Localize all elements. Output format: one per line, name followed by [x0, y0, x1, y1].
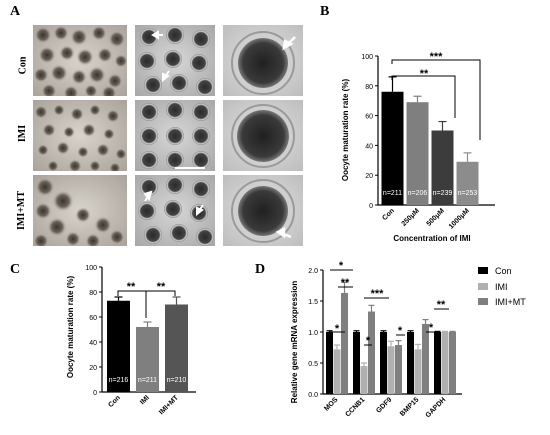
chart-b-yaxis: 0 20 40 60 80 100: [361, 54, 379, 210]
chart-c-ytick-label: 0: [93, 390, 97, 397]
chart-b-ytick-label: 0: [369, 203, 373, 210]
chart-d-bar: [341, 292, 348, 394]
chart-d-xtick-label: CCNB1: [344, 396, 366, 418]
micrograph-imi-high: [223, 100, 303, 171]
chart-b-bar: [381, 91, 404, 205]
chart-c-ytick-label: 100: [85, 265, 97, 272]
chart-b-ytick-label: 80: [365, 84, 373, 91]
chart-c-ytick-label: 80: [89, 290, 97, 297]
chart-d-ytick-label: 1.5: [308, 299, 318, 306]
chart-c-bar: [165, 304, 188, 392]
chart-d-sig-bmp15-imi-mt: **: [437, 299, 446, 311]
legend-swatch-imi: [478, 283, 488, 290]
chart-d-xtick-label: BMP15: [399, 396, 421, 418]
chart-c-significance: [117, 290, 176, 318]
chart-d-bar: [353, 332, 360, 394]
panel-b-letter: B: [320, 4, 330, 19]
chart-d-xtick-label: GAPDH: [425, 396, 448, 419]
chart-d-bar: [368, 311, 375, 394]
chart-c-ytick-label: 20: [89, 365, 97, 372]
chart-d-sig-mos-imi-mt: **: [341, 277, 350, 289]
chart-b-n-label: n=239: [433, 190, 453, 197]
chart-b-xlabel: Concentration of IMI: [393, 234, 470, 243]
legend-label-imi-mt: IMI+MT: [495, 297, 526, 307]
chart-d-sig-bmp15-con-imi: *: [429, 322, 434, 334]
chart-d-yaxis: 0.0 0.5 1.0 1.5 2.0: [308, 268, 324, 399]
chart-b-ytick-label: 100: [361, 54, 373, 61]
chart-b-bar: [431, 130, 454, 205]
chart-c-bar: [107, 300, 130, 392]
chart-d-bar: [434, 332, 441, 394]
chart-d-bar: [360, 366, 368, 394]
chart-b-ytick-label: 60: [365, 114, 373, 121]
legend-label-con: Con: [495, 266, 512, 276]
chart-b-n-label: n=253: [458, 190, 478, 197]
chart-d-bar: [387, 346, 395, 394]
chart-c-sig-1: **: [127, 281, 136, 293]
chart-d-xtick-label: GDF9: [375, 396, 393, 414]
micrograph-con-low: [33, 25, 127, 96]
micrograph-imi-mt-high: [223, 175, 303, 246]
chart-d-bar: [441, 332, 449, 394]
chart-d-ytick-label: 2.0: [308, 268, 318, 275]
micrograph-imi-mt-low: [33, 175, 127, 246]
micrograph-imi-mt-mid: [135, 175, 215, 246]
chart-c-bar: [136, 327, 159, 392]
chart-d-sig-ccnb1-imi-mt: ***: [371, 288, 385, 300]
chart-c-ylabel: Oocyte maturation rate (%): [66, 276, 75, 379]
micrograph-con-high: [223, 25, 303, 96]
chart-c-ytick-label: 60: [89, 315, 97, 322]
chart-b-bar: [456, 161, 479, 205]
chart-d-bar: [449, 332, 456, 394]
chart-d-bar: [326, 332, 333, 394]
chart-d-sig-gdf9: *: [398, 325, 403, 337]
chart-c-ytick-label: 40: [89, 340, 97, 347]
chart-d-sig-mos-con-mt: *: [339, 260, 344, 272]
panel-c-letter: C: [10, 262, 21, 277]
micrograph-imi-low: [33, 100, 127, 171]
chart-d-bar: [395, 345, 402, 394]
chart-d-ylabel: Relative gene mRNA expression: [290, 281, 299, 404]
chart-b-ytick-label: 40: [365, 143, 373, 150]
micrograph-imi-mid: [135, 100, 215, 171]
legend-swatch-con: [478, 267, 488, 274]
chart-b-sig-1: ***: [430, 51, 444, 63]
chart-c-n-label: n=211: [138, 377, 157, 384]
chart-d-sig-mos-con-imi: *: [335, 323, 340, 335]
legend-label-imi: IMI: [495, 282, 508, 292]
panel-a-letter: A: [10, 4, 21, 19]
legend-swatch-imi-mt: [478, 298, 488, 305]
chart-b-ylabel: Oocyte maturation rate (%): [341, 79, 350, 182]
chart-d-bar: [422, 323, 429, 394]
chart-b-bar: [406, 102, 429, 205]
chart-b-significance: [391, 59, 481, 140]
chart-d-bar: [414, 349, 422, 394]
chart-d-legend: Con IMI IMI+MT: [478, 266, 526, 307]
chart-d-bar: [333, 349, 341, 394]
chart-c-xtick-label: IMI: [139, 394, 151, 406]
chart-d-ytick-label: 0.0: [308, 392, 318, 399]
chart-b-n-label: n=206: [408, 190, 428, 197]
chart-d-sig-ccnb1-con-imi: *: [366, 335, 371, 347]
chart-c-sig-2: **: [157, 281, 166, 293]
chart-d-significance: [330, 269, 449, 346]
panel-d-letter: D: [255, 262, 266, 277]
micrograph-con-mid: [135, 25, 215, 96]
chart-b-n-label: n=211: [383, 190, 402, 197]
chart-d-xtick-label: MOS: [323, 396, 339, 412]
chart-d-bar: [407, 332, 414, 394]
chart-d-ytick-label: 1.0: [308, 330, 318, 337]
chart-c-n-label: n=210: [167, 377, 187, 384]
chart-b-sig-2: **: [420, 68, 429, 80]
chart-d-bar: [380, 332, 387, 394]
chart-c-yaxis: 0 20 40 60 80 100: [85, 265, 103, 397]
chart-d-ytick-label: 0.5: [308, 361, 318, 368]
chart-c-n-label: n=216: [109, 377, 129, 384]
chart-b-ytick-label: 20: [365, 173, 373, 180]
